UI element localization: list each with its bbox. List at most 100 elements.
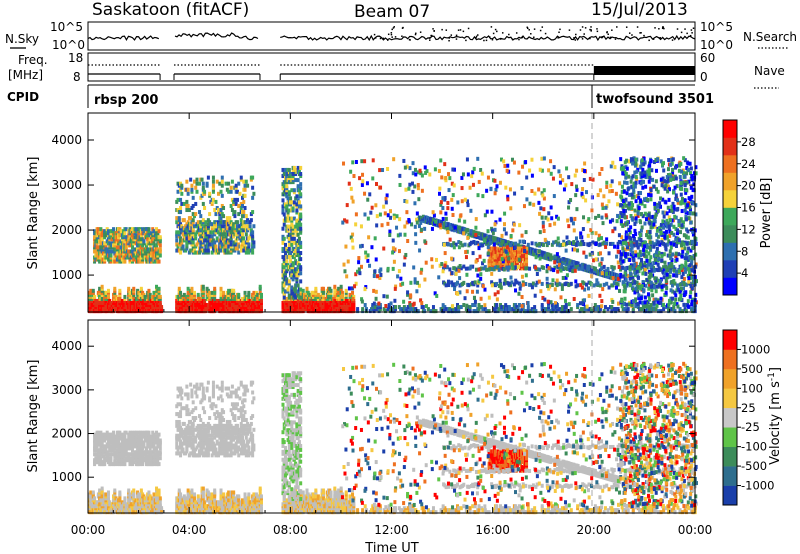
power-echo-cell xyxy=(248,220,252,225)
power-echo-cell xyxy=(483,233,487,238)
power-echo-cell xyxy=(488,240,492,245)
power-echo-cell xyxy=(124,247,128,252)
power-echo-cell xyxy=(218,224,222,229)
power-echo-cell xyxy=(216,208,220,213)
power-echo-cell xyxy=(218,181,222,186)
power-echo-cell xyxy=(345,203,349,208)
power-echo-cell xyxy=(605,241,609,246)
power-echo-cell xyxy=(321,288,325,293)
power-echo-cell xyxy=(158,303,162,308)
power-echo-cell xyxy=(465,249,469,254)
noise-search-dot xyxy=(589,28,591,31)
power-echo-cell xyxy=(641,305,645,310)
power-echo-cell xyxy=(295,220,299,225)
power-echo-cell xyxy=(408,166,412,171)
power-echo-cell xyxy=(177,224,181,229)
power-echo-cell xyxy=(600,215,604,220)
power-echo-cell xyxy=(389,301,393,306)
power-echo-cell xyxy=(439,200,443,205)
power-echo-cell xyxy=(237,181,241,186)
power-echo-cell xyxy=(517,291,521,296)
power-echo-cell xyxy=(571,269,575,274)
power-echo-cell xyxy=(351,297,355,302)
power-echo-cell xyxy=(583,169,587,174)
power-echo-cell xyxy=(340,309,344,314)
power-echo-cell xyxy=(243,309,247,314)
power-echo-cell xyxy=(551,278,555,283)
noise-search-dot xyxy=(433,30,435,32)
power-echo-cell xyxy=(646,235,650,240)
power-echo-cell xyxy=(99,227,103,232)
power-echo-cell xyxy=(204,309,208,314)
power-echo-cell xyxy=(647,161,651,166)
power-scatter xyxy=(88,156,698,314)
power-echo-cell xyxy=(287,176,291,181)
power-echo-cell xyxy=(243,193,247,198)
power-echo-cell xyxy=(572,260,576,265)
power-echo-cell xyxy=(416,186,420,191)
power-echo-cell xyxy=(524,282,528,287)
noise-search-dot xyxy=(539,29,542,32)
power-echo-cell xyxy=(190,300,194,305)
power-echo-cell xyxy=(568,268,572,273)
power-echo-cell xyxy=(337,286,341,291)
power-echo-cell xyxy=(577,242,581,247)
power-echo-cell xyxy=(316,296,320,301)
power-echo-cell xyxy=(483,287,487,292)
power-echo-cell xyxy=(141,257,145,262)
power-echo-cell xyxy=(286,228,290,233)
power-echo-cell xyxy=(667,309,671,314)
power-echo-cell xyxy=(128,227,132,232)
power-echo-cell xyxy=(233,242,237,247)
power-echo-cell xyxy=(114,253,118,258)
power-echo-cell xyxy=(567,200,571,205)
power-echo-cell xyxy=(110,249,114,254)
power-echo-cell xyxy=(241,195,245,200)
power-echo-cell xyxy=(616,245,620,250)
power-echo-cell xyxy=(573,216,577,221)
power-echo-cell xyxy=(474,259,478,264)
power-echo-cell xyxy=(203,226,207,231)
power-echo-cell xyxy=(219,294,223,299)
power-echo-cell xyxy=(460,175,464,180)
power-echo-cell xyxy=(675,288,679,293)
power-echo-cell xyxy=(299,240,303,245)
power-echo-cell xyxy=(297,242,301,247)
noise-search-dot xyxy=(508,33,510,36)
power-echo-cell xyxy=(100,298,104,303)
power-echo-cell xyxy=(259,305,263,310)
power-echo-cell xyxy=(208,290,212,295)
power-echo-cell xyxy=(128,292,132,297)
power-echo-cell xyxy=(411,181,415,186)
power-echo-cell xyxy=(105,251,109,256)
power-echo-cell xyxy=(403,255,407,260)
power-echo-cell xyxy=(636,305,640,310)
power-echo-cell xyxy=(124,239,128,244)
power-echo-cell xyxy=(252,294,256,299)
power-echo-cell xyxy=(694,300,698,305)
power-echo-cell xyxy=(416,309,420,314)
power-echo-cell xyxy=(520,295,524,300)
power-echo-cell xyxy=(243,187,247,192)
power-echo-cell xyxy=(503,239,507,244)
power-echo-cell xyxy=(134,255,138,260)
power-echo-cell xyxy=(450,197,454,202)
power-echo-cell xyxy=(132,294,136,299)
power-echo-cell xyxy=(425,215,429,220)
power-echo-cell xyxy=(238,236,242,241)
power-echo-cell xyxy=(237,294,241,299)
power-echo-cell xyxy=(639,242,643,247)
power-echo-cell xyxy=(157,307,161,312)
power-echo-cell xyxy=(694,262,698,267)
power-echo-cell xyxy=(196,294,200,299)
power-echo-cell xyxy=(535,280,539,285)
power-echo-cell xyxy=(451,227,455,232)
power-echo-cell xyxy=(286,287,290,292)
power-echo-cell xyxy=(423,309,427,314)
power-echo-cell xyxy=(119,239,123,244)
power-echo-cell xyxy=(591,240,595,245)
power-echo-cell xyxy=(575,207,579,212)
power-echo-cell xyxy=(470,174,474,179)
power-echo-cell xyxy=(560,307,564,312)
power-echo-cell xyxy=(577,266,581,271)
